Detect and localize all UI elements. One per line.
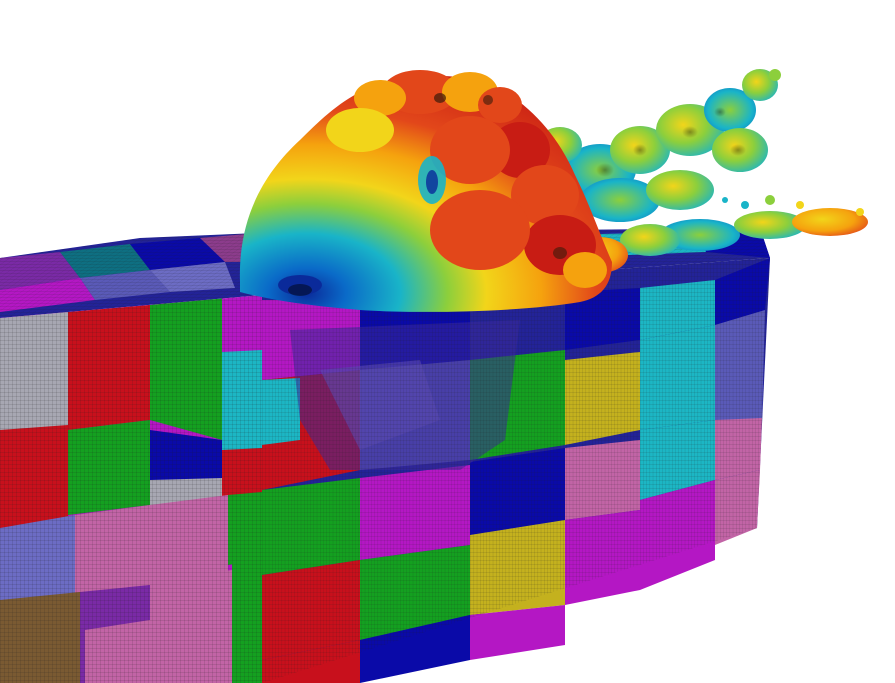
mesh-front-face bbox=[0, 295, 262, 683]
jet-plume-dome bbox=[239, 70, 613, 312]
mesh-side-face bbox=[262, 258, 770, 683]
